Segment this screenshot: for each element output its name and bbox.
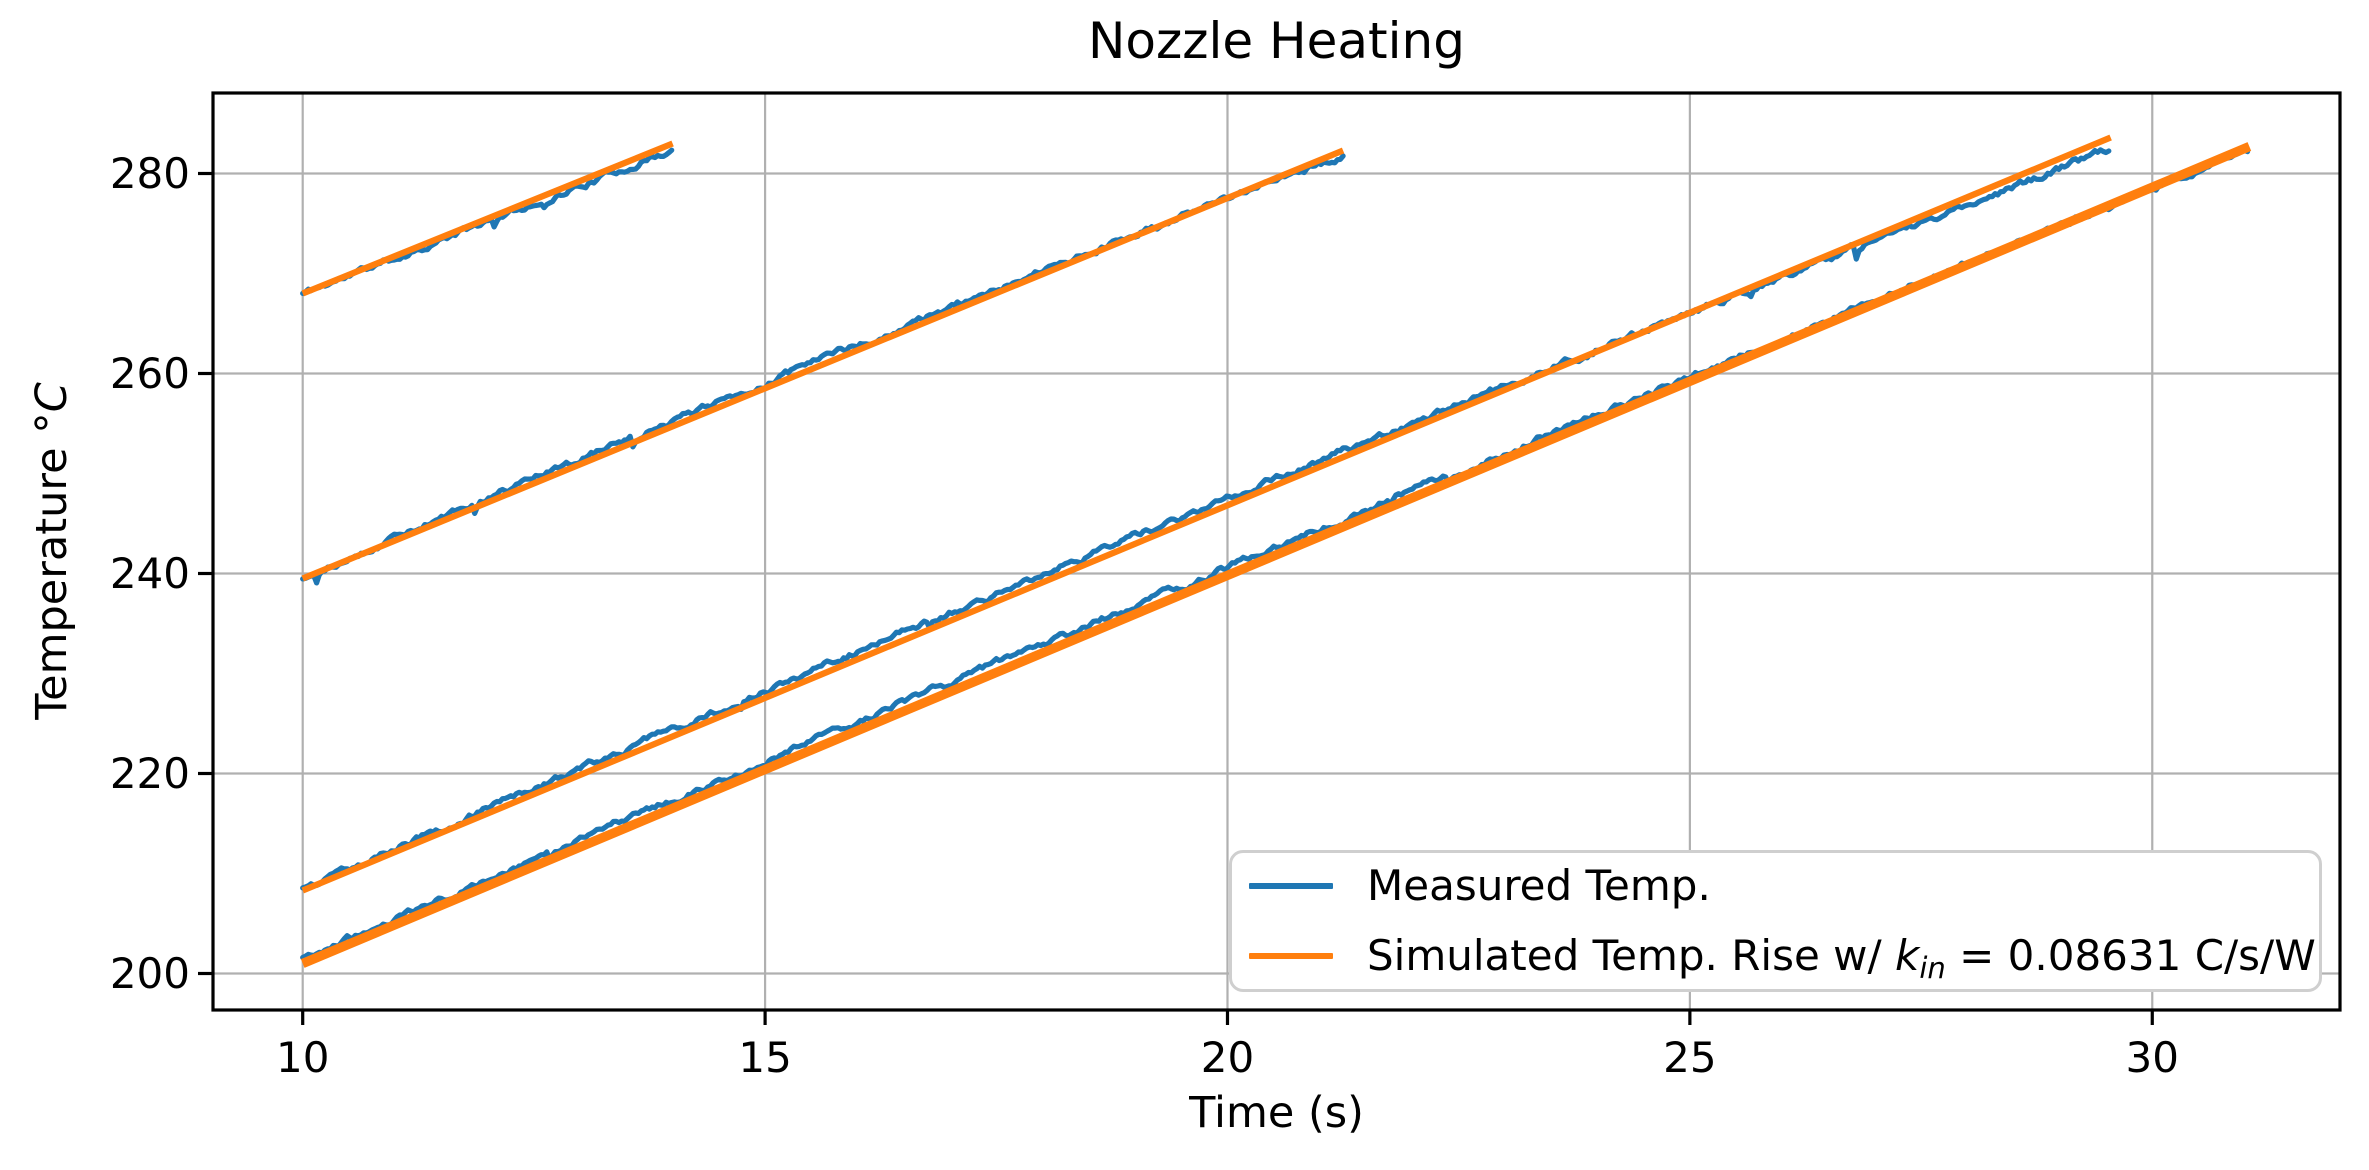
chart-title: Nozzle Heating xyxy=(1088,12,1465,70)
legend-entry-simulated: Simulated Temp. Rise w/ kin = 0.08631 C/… xyxy=(1249,932,2316,983)
y-tick-label: 200 xyxy=(109,948,190,998)
y-tick-label: 280 xyxy=(109,148,190,198)
y-tick-label: 260 xyxy=(109,348,190,398)
simulated-temp-line xyxy=(301,147,1345,582)
x-tick-label: 20 xyxy=(1200,1033,1255,1082)
y-tick-label: 240 xyxy=(109,548,190,598)
axes-spines-layer xyxy=(211,91,2342,1012)
x-axis-label: Time (s) xyxy=(1189,1088,1364,1138)
y-tick-label: 220 xyxy=(109,748,190,798)
x-tick-label: 25 xyxy=(1663,1033,1717,1082)
legend: Measured Temp. Simulated Temp. Rise w/ k… xyxy=(1229,850,2322,992)
x-tick-label: 10 xyxy=(275,1033,330,1082)
legend-label-measured: Measured Temp. xyxy=(1367,861,1711,910)
k-variable: k xyxy=(1895,931,1920,980)
simulated-temp-line xyxy=(301,140,674,297)
x-tick-label: 30 xyxy=(2125,1033,2179,1082)
x-tick-label: 15 xyxy=(738,1033,792,1082)
plot-lines-layer xyxy=(300,134,2252,968)
degree-symbol: ° xyxy=(27,412,77,434)
k-subscript: in xyxy=(1919,951,1946,985)
measured-line-swatch xyxy=(1249,883,1333,889)
axes-spines xyxy=(211,91,2342,1012)
simulated-temp-line xyxy=(301,134,2112,894)
legend-entry-measured: Measured Temp. xyxy=(1249,862,2302,910)
simulated-temp-line xyxy=(300,142,2252,968)
simulated-line-swatch xyxy=(1249,953,1333,959)
legend-label-simulated: Simulated Temp. Rise w/ kin = 0.08631 C/… xyxy=(1367,931,2316,985)
tick-marks-layer xyxy=(198,171,2154,1025)
